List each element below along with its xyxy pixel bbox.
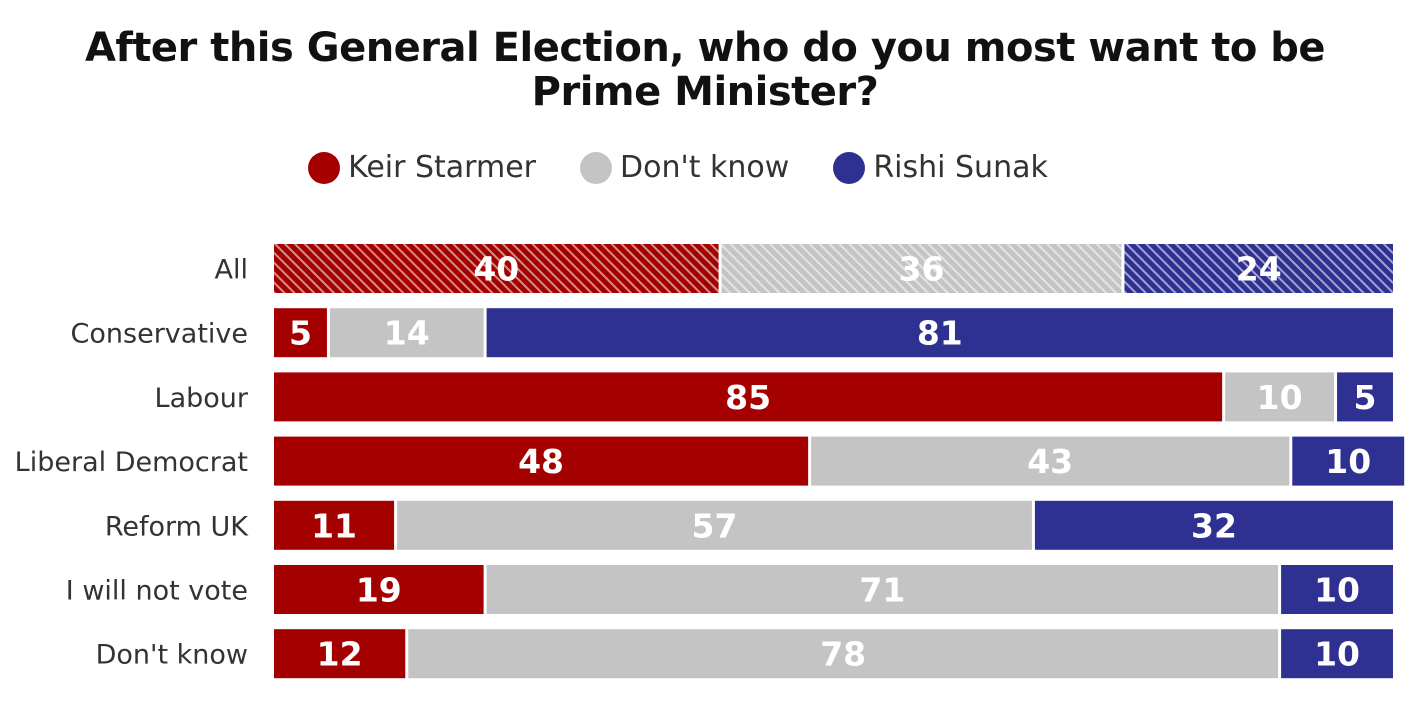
chart-title-line-2: Prime Minister? <box>531 69 879 115</box>
legend-label-dont-know: Don't know <box>620 150 790 185</box>
bar-i-will-not-vote-don-t-know <box>486 565 1279 614</box>
data-label-conservative-rishi-sunak: 81 <box>917 314 963 353</box>
legend-swatch-keir-starmer <box>308 151 341 184</box>
bar-liberal-democrat-don-t-know <box>811 436 1290 486</box>
category-label-liberal-democrat: Liberal Democrat <box>15 447 248 478</box>
bar-don-t-know-don-t-know <box>408 629 1279 679</box>
category-label-conservative: Conservative <box>71 319 248 350</box>
data-label-reform-uk-don-t-know: 57 <box>692 506 738 545</box>
data-label-liberal-democrat-keir-starmer: 48 <box>518 442 564 481</box>
bar-don-t-know-rishi-sunak <box>1281 629 1393 679</box>
data-label-reform-uk-rishi-sunak: 32 <box>1191 506 1237 545</box>
data-label-i-will-not-vote-rishi-sunak: 10 <box>1314 571 1360 610</box>
legend-swatch-rishi-sunak <box>833 151 866 184</box>
bar-don-t-know-keir-starmer <box>274 629 406 679</box>
data-label-liberal-democrat-rishi-sunak: 10 <box>1325 442 1371 481</box>
data-label-labour-keir-starmer: 85 <box>725 378 771 417</box>
bar-labour-rishi-sunak <box>1337 372 1393 422</box>
bar-all-rishi-sunak <box>1124 244 1393 293</box>
bar-conservative-keir-starmer <box>274 308 327 358</box>
bar-conservative-don-t-know <box>329 308 484 358</box>
data-label-don-t-know-don-t-know: 78 <box>820 635 866 674</box>
bar-reform-uk-rishi-sunak <box>1034 500 1393 550</box>
data-label-i-will-not-vote-keir-starmer: 19 <box>356 571 402 610</box>
data-label-don-t-know-keir-starmer: 12 <box>317 635 363 674</box>
data-label-all-rishi-sunak: 24 <box>1236 250 1282 289</box>
data-label-don-t-know-rishi-sunak: 10 <box>1314 635 1360 674</box>
bar-all-keir-starmer <box>274 244 719 293</box>
category-label-labour: Labour <box>155 383 249 414</box>
bar-labour-don-t-know <box>1225 372 1335 422</box>
bar-reform-uk-don-t-know <box>397 500 1032 550</box>
legend-item-dont-know: Don't know <box>580 150 789 185</box>
data-label-all-don-t-know: 36 <box>899 250 945 289</box>
data-label-i-will-not-vote-don-t-know: 71 <box>859 571 905 610</box>
data-label-all-keir-starmer: 40 <box>473 250 519 289</box>
bar-conservative-rishi-sunak <box>486 308 1393 358</box>
legend-swatch-dont-know <box>580 151 613 184</box>
bar-liberal-democrat-rishi-sunak <box>1292 436 1405 486</box>
data-label-conservative-keir-starmer: 5 <box>289 314 312 353</box>
legend-label-keir-starmer: Keir Starmer <box>348 150 537 185</box>
category-label-don-t-know: Don't know <box>96 640 248 671</box>
data-label-liberal-democrat-don-t-know: 43 <box>1027 442 1073 481</box>
bar-i-will-not-vote-rishi-sunak <box>1281 565 1393 614</box>
bar-liberal-democrat-keir-starmer <box>274 436 809 486</box>
category-label-all: All <box>215 255 248 286</box>
bar-reform-uk-keir-starmer <box>274 500 395 550</box>
bar-all-don-t-know <box>721 244 1122 293</box>
chart-title-line-1: After this General Election, who do you … <box>84 25 1326 71</box>
data-label-conservative-don-t-know: 14 <box>384 314 430 353</box>
chart-title: After this General Election, who do you … <box>0 26 1410 114</box>
category-label-reform-uk: Reform UK <box>105 511 249 542</box>
legend-label-rishi-sunak: Rishi Sunak <box>873 150 1048 185</box>
data-label-reform-uk-keir-starmer: 11 <box>311 506 357 545</box>
chart-legend: Keir Starmer Don't know Rishi Sunak <box>0 150 1356 185</box>
legend-item-rishi-sunak: Rishi Sunak <box>833 150 1048 185</box>
data-label-labour-don-t-know: 10 <box>1257 378 1303 417</box>
bar-labour-keir-starmer <box>274 372 1223 422</box>
data-label-labour-rishi-sunak: 5 <box>1354 378 1377 417</box>
bar-i-will-not-vote-keir-starmer <box>274 565 484 614</box>
category-label-i-will-not-vote: I will not vote <box>66 576 248 607</box>
legend-item-keir-starmer: Keir Starmer <box>308 150 536 185</box>
